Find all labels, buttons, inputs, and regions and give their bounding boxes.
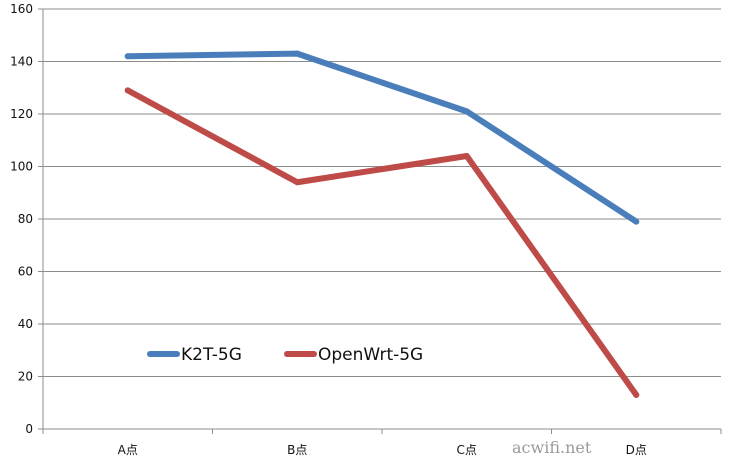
y-tick-label: 40	[18, 317, 33, 331]
data-point	[124, 53, 131, 60]
data-point	[463, 108, 470, 115]
legend-label: OpenWrt-5G	[318, 345, 423, 365]
legend: K2T-5G OpenWrt-5G	[147, 345, 423, 365]
series-line-0	[124, 50, 640, 225]
y-tick-label: 140	[10, 55, 33, 69]
y-tick-label: 0	[25, 422, 33, 436]
data-point	[633, 218, 640, 225]
legend-label: K2T-5G	[181, 345, 242, 365]
x-axis-ticks: A点 B点 C点 D点	[42, 429, 722, 457]
y-tick-label: 160	[10, 2, 33, 16]
x-tick-label: A点	[118, 443, 138, 457]
x-tick-label: B点	[287, 443, 307, 457]
y-tick-label: 120	[10, 107, 33, 121]
series-lines	[124, 50, 640, 398]
y-axis-ticks: 0 20 40 60 80 100 120 140 160	[10, 2, 43, 436]
data-point	[124, 87, 131, 94]
data-point	[633, 391, 640, 398]
y-tick-label: 100	[10, 160, 33, 174]
series-line-1	[124, 87, 640, 398]
data-point	[294, 179, 301, 186]
data-point	[294, 50, 301, 57]
gridlines	[43, 8, 721, 377]
x-tick-label: D点	[626, 443, 647, 457]
y-tick-label: 80	[18, 212, 33, 226]
data-point	[463, 153, 470, 159]
x-tick-label: C点	[457, 443, 477, 457]
y-tick-label: 20	[18, 370, 33, 384]
watermark-text: acwifi.net	[512, 438, 592, 457]
y-tick-label: 60	[18, 265, 33, 279]
